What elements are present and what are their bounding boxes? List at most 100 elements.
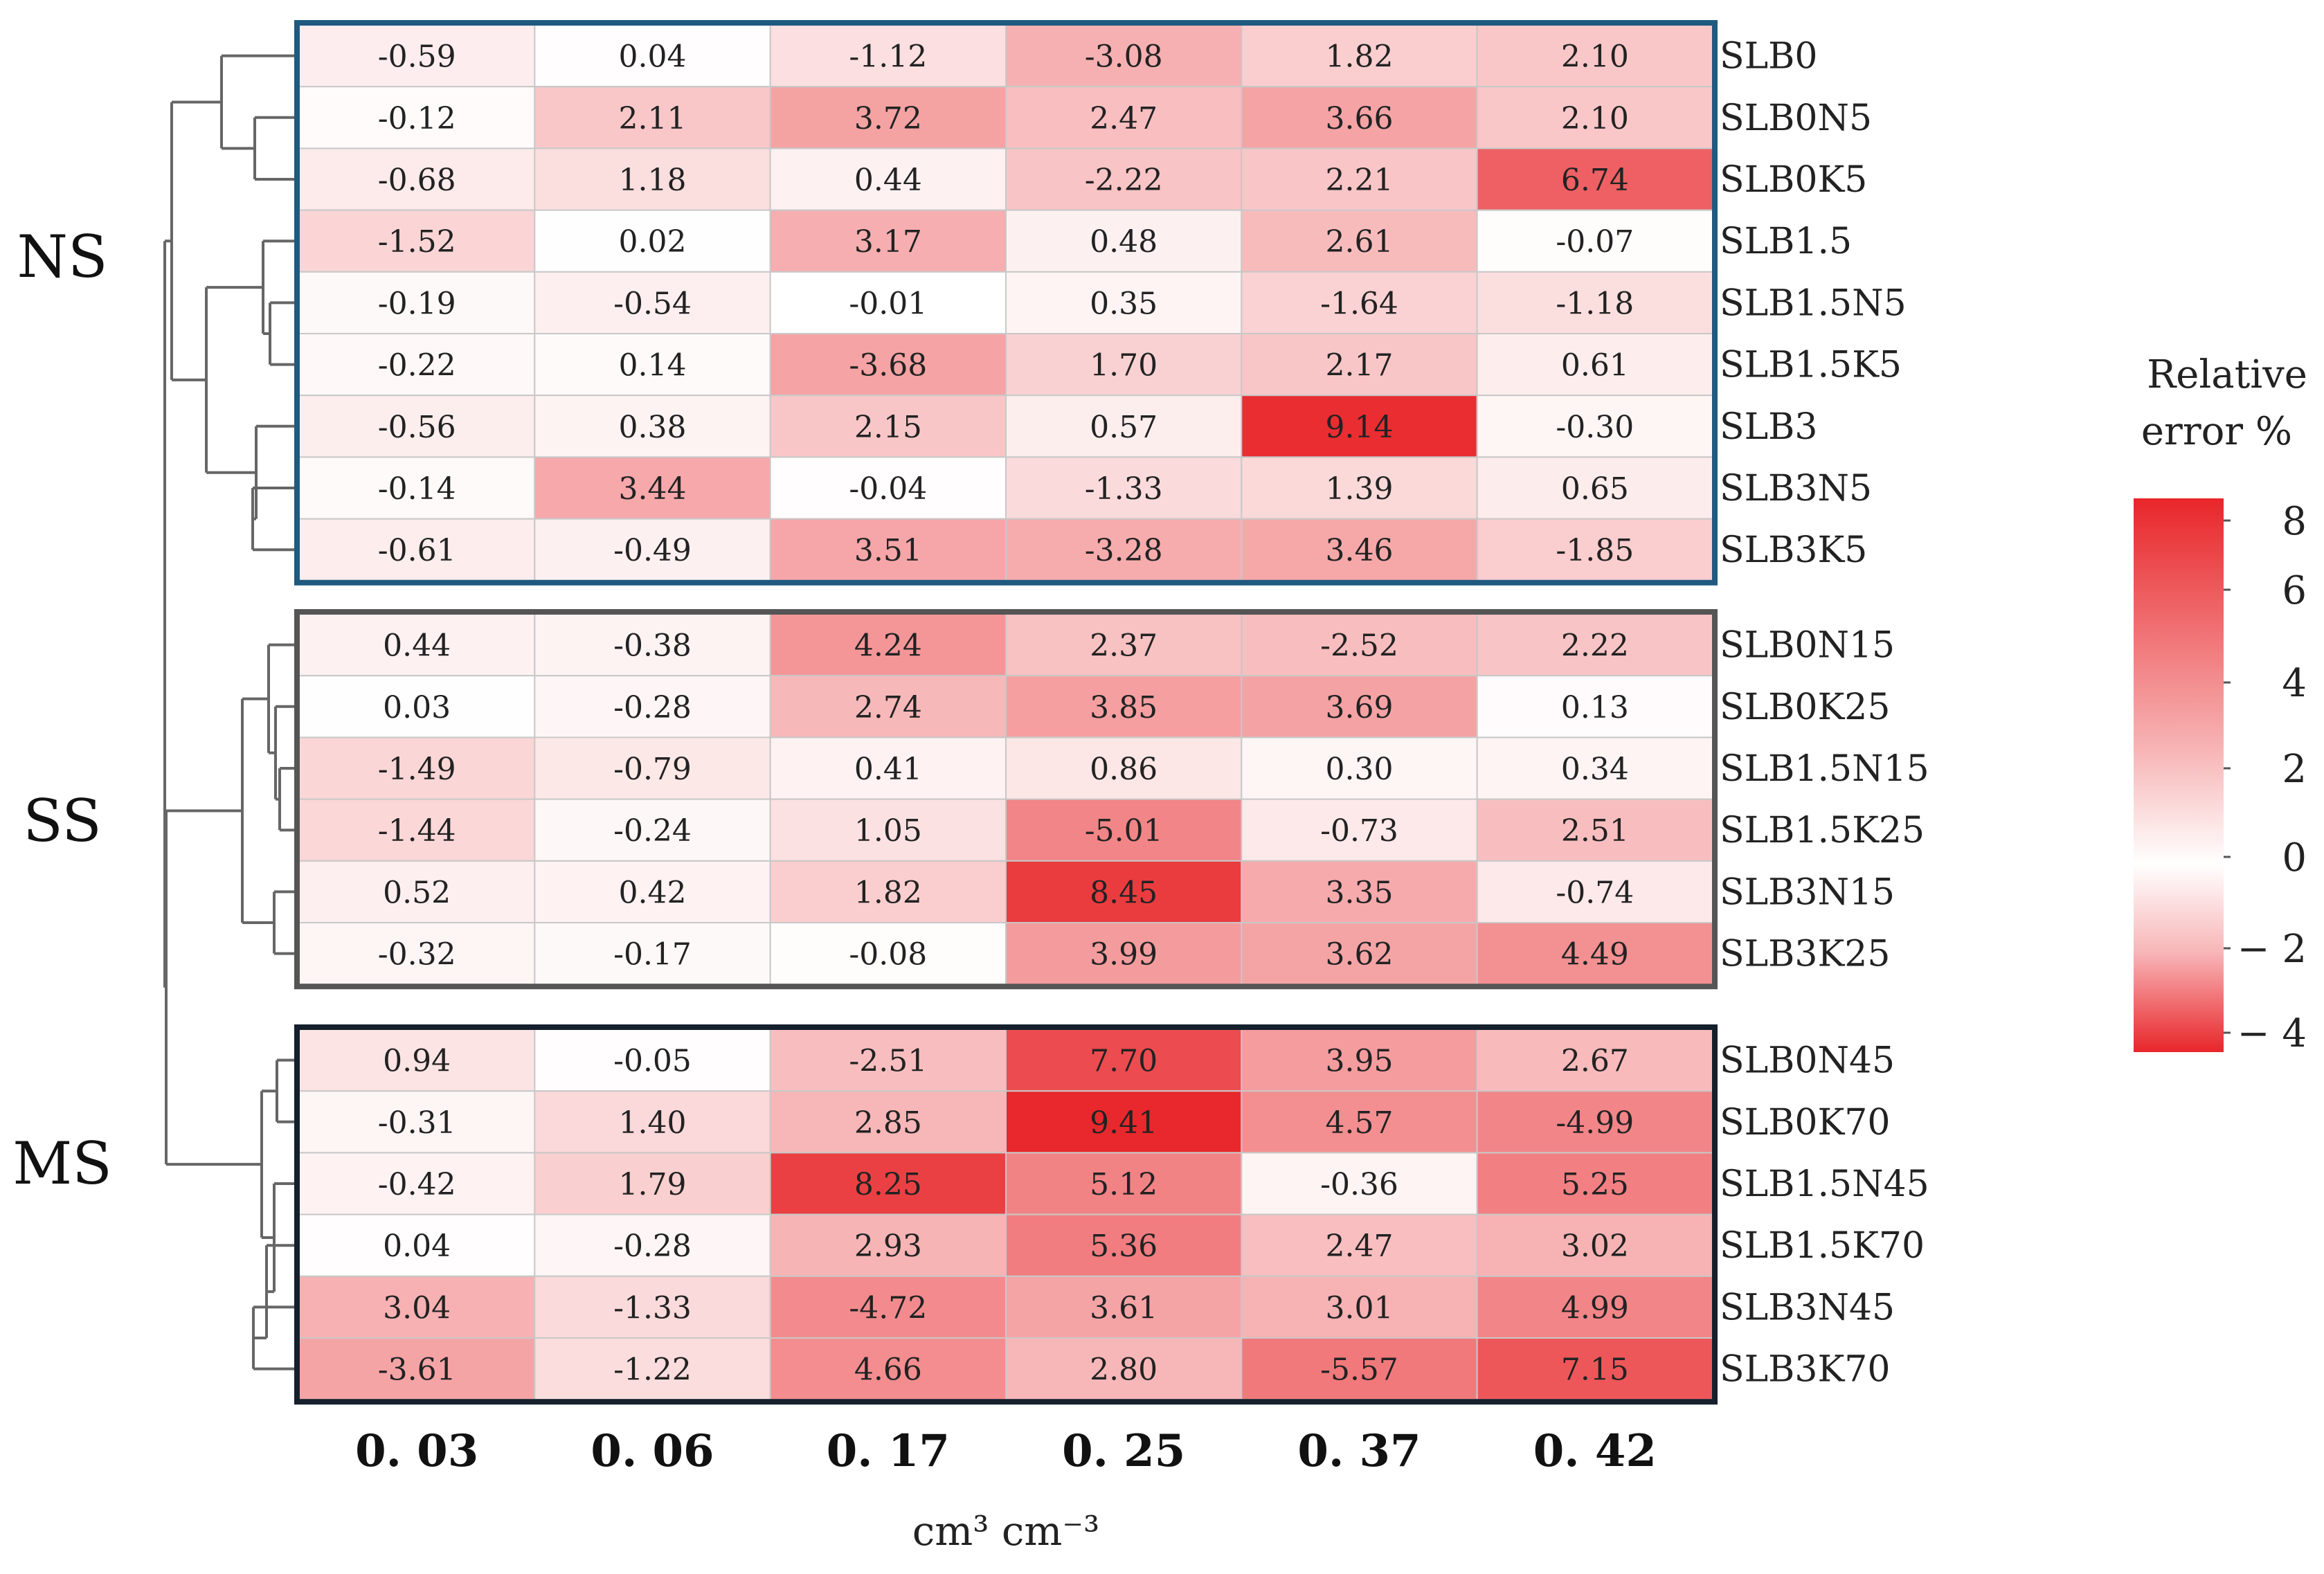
cell-value-label: 8.45 bbox=[1090, 875, 1158, 910]
row-label: SLB1.5N5 bbox=[1720, 282, 1907, 324]
row-label: SLB1.5K5 bbox=[1720, 345, 1902, 386]
cell-value-label: -0.22 bbox=[378, 348, 456, 383]
colorbar-title: Relative bbox=[2147, 352, 2307, 397]
heatmap-cell bbox=[769, 1029, 1007, 1092]
cell-value-label: 1.18 bbox=[619, 163, 687, 198]
heatmap-cell bbox=[1476, 1090, 1714, 1154]
cell-value-label: 1.82 bbox=[854, 875, 922, 910]
heatmap-cell bbox=[1005, 860, 1243, 924]
cell-value-label: -3.61 bbox=[378, 1353, 456, 1388]
x-axis-label: cm³ cm⁻³ bbox=[912, 1508, 1100, 1555]
cell-value-label: -0.14 bbox=[378, 471, 456, 507]
cell-value-label: 3.62 bbox=[1326, 937, 1394, 973]
x-tick-label: 0. 25 bbox=[1062, 1425, 1185, 1477]
heatmap-cell bbox=[769, 798, 1007, 862]
cell-value-label: -0.12 bbox=[378, 101, 456, 136]
row-label: SLB0N45 bbox=[1720, 1040, 1895, 1082]
cell-value-label: 3.69 bbox=[1326, 690, 1394, 725]
cell-value-label: 9.41 bbox=[1090, 1105, 1158, 1141]
heatmap-cell bbox=[1005, 675, 1243, 739]
heatmap-cell bbox=[1476, 24, 1714, 88]
row-label: SLB3K25 bbox=[1720, 934, 1890, 975]
cell-value-label: -0.28 bbox=[613, 690, 692, 725]
heatmap-cell bbox=[1476, 1152, 1714, 1215]
cell-value-label: 2.47 bbox=[1090, 101, 1158, 136]
heatmap-cell bbox=[1476, 675, 1714, 739]
cell-value-label: -0.07 bbox=[1556, 224, 1634, 260]
cell-value-label: -3.68 bbox=[849, 348, 927, 383]
cell-value-label: 3.35 bbox=[1326, 875, 1394, 910]
heatmap-cells: -0.59 0.04 -1.12 -3.08 1.82 2.10 -0.12 2.11 3.72… bbox=[294, 20, 1718, 1405]
heatmap-cell bbox=[534, 86, 771, 150]
cell-value-label: 8.25 bbox=[854, 1167, 922, 1202]
heatmap-cell bbox=[1476, 395, 1714, 458]
heatmap-cell bbox=[769, 395, 1007, 458]
cell-value-label: -3.08 bbox=[1085, 39, 1163, 75]
heatmap-cell bbox=[534, 518, 771, 581]
cell-value-label: 0.04 bbox=[619, 39, 687, 75]
heatmap-cell bbox=[298, 798, 536, 862]
heatmap-cell bbox=[1476, 922, 1714, 986]
cell-value-label: 1.40 bbox=[619, 1105, 687, 1141]
cell-value-label: 2.21 bbox=[1326, 163, 1394, 198]
cell-value-label: 3.95 bbox=[1326, 1044, 1394, 1079]
heatmap-cell bbox=[1005, 736, 1243, 800]
heatmap-cell bbox=[534, 209, 771, 273]
heatmap-cell bbox=[769, 333, 1007, 397]
cell-value-label: 3.17 bbox=[854, 224, 922, 260]
cell-value-label: -1.64 bbox=[1320, 286, 1398, 321]
cell-value-label: 4.66 bbox=[854, 1353, 922, 1388]
heatmap-cell bbox=[1476, 518, 1714, 581]
cell-value-label: 2.22 bbox=[1561, 628, 1629, 664]
cell-value-label: 4.49 bbox=[1561, 937, 1629, 973]
cell-value-label: 0.65 bbox=[1561, 471, 1629, 507]
heatmap-cell bbox=[1241, 209, 1478, 273]
heatmap-cell bbox=[1476, 1275, 1714, 1339]
cell-value-label: -0.28 bbox=[613, 1229, 692, 1264]
heatmap-cell bbox=[534, 1337, 771, 1401]
row-label: SLB0 bbox=[1720, 36, 1817, 78]
heatmap-cell bbox=[1241, 86, 1478, 150]
cell-value-label: 2.93 bbox=[854, 1229, 922, 1264]
heatmap-cell bbox=[534, 736, 771, 800]
cell-value-label: 0.41 bbox=[854, 752, 922, 787]
cell-value-label: 0.13 bbox=[1561, 690, 1629, 725]
cell-value-label: -0.79 bbox=[613, 752, 692, 787]
heatmap-cell bbox=[1005, 798, 1243, 862]
cell-value-label: 0.44 bbox=[383, 628, 451, 664]
row-label: SLB0N15 bbox=[1720, 625, 1895, 667]
heatmap-cell bbox=[298, 736, 536, 800]
heatmap-cell bbox=[1005, 922, 1243, 986]
cell-value-label: 2.51 bbox=[1561, 813, 1629, 849]
cell-value-label: 0.38 bbox=[619, 410, 687, 445]
cell-value-label: 4.24 bbox=[854, 628, 922, 664]
cell-value-label: -2.52 bbox=[1320, 628, 1398, 664]
cell-value-label: 1.79 bbox=[619, 1167, 687, 1202]
cell-value-label: 5.25 bbox=[1561, 1167, 1629, 1202]
heatmap-cell bbox=[769, 736, 1007, 800]
x-tick-label: 0. 17 bbox=[827, 1425, 950, 1477]
heatmap-cell bbox=[534, 1090, 771, 1154]
cell-value-label: 2.80 bbox=[1090, 1353, 1158, 1388]
cell-value-label: 0.61 bbox=[1561, 348, 1629, 383]
heatmap-cell bbox=[1241, 798, 1478, 862]
cell-value-label: 0.30 bbox=[1326, 752, 1394, 787]
cell-value-label: -0.56 bbox=[378, 410, 456, 445]
cell-value-label: 3.61 bbox=[1090, 1290, 1158, 1326]
heatmap-cell bbox=[1476, 613, 1714, 677]
cell-value-label: -0.31 bbox=[378, 1105, 456, 1141]
heatmap-cell bbox=[298, 395, 536, 458]
heatmap-cell bbox=[769, 209, 1007, 273]
heatmap-cell bbox=[1241, 456, 1478, 520]
cell-value-label: 0.03 bbox=[383, 690, 451, 725]
cell-value-label: -4.99 bbox=[1556, 1105, 1634, 1141]
cell-value-label: 2.10 bbox=[1561, 39, 1629, 75]
cell-value-label: -1.49 bbox=[378, 752, 456, 787]
group-border-ss bbox=[294, 609, 1718, 990]
cell-value-label: 2.67 bbox=[1561, 1044, 1629, 1079]
heatmap-cell bbox=[1005, 518, 1243, 581]
heatmap-cell bbox=[1241, 24, 1478, 88]
colorbar-tick-label: 8 bbox=[2282, 499, 2307, 544]
cell-value-label: -1.22 bbox=[613, 1353, 692, 1388]
